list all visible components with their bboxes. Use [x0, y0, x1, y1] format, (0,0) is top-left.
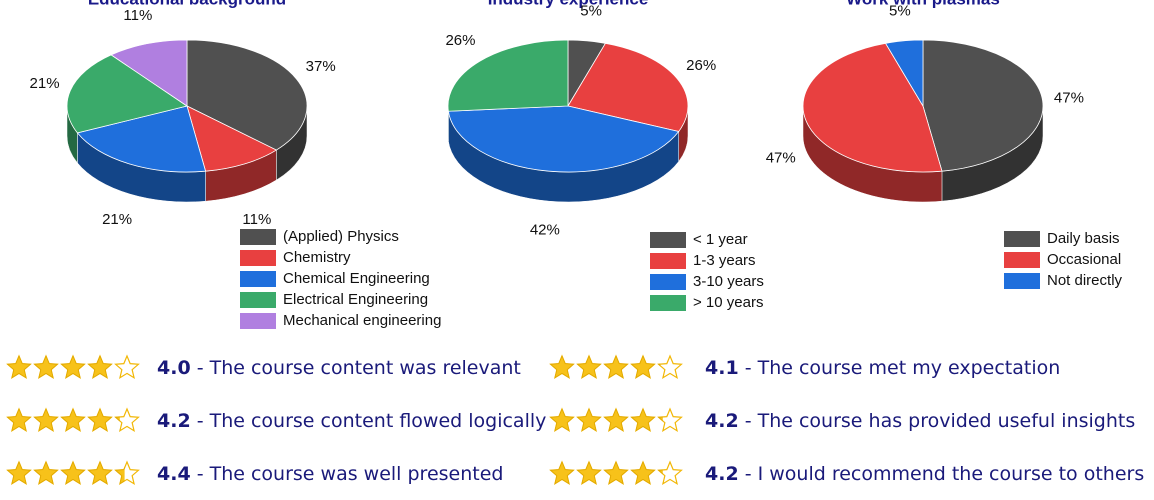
rating-text: 4.1 - The course met my expectation — [705, 357, 1060, 379]
legend-swatch — [650, 253, 686, 269]
chart-title: Educational background — [88, 0, 286, 8]
slice-label: 5% — [580, 2, 602, 19]
rating-score: 4.4 — [157, 463, 191, 485]
pie-slice — [567, 42, 689, 132]
slice-label: 26% — [686, 57, 716, 74]
legend-label: 3-10 years — [693, 273, 764, 290]
pie-slice — [186, 105, 278, 172]
pie-slice — [66, 54, 188, 134]
rating-text: 4.0 - The course content was relevant — [157, 357, 521, 379]
rating-statement: - The course content flowed logically — [191, 410, 547, 432]
pie-slice — [884, 39, 924, 108]
legend-label: > 10 years — [693, 294, 763, 311]
legend-swatch — [240, 292, 276, 308]
legend-label: Chemistry — [283, 249, 351, 266]
slice-label: 11% — [242, 211, 271, 228]
slice-label: 42% — [530, 221, 560, 238]
legend-swatch — [650, 232, 686, 248]
pie-slice — [922, 39, 1044, 172]
legend-label: (Applied) Physics — [283, 228, 399, 245]
slice-label: 47% — [1054, 89, 1084, 106]
star-rating — [549, 460, 683, 485]
rating-statement: - The course met my expectation — [739, 357, 1061, 379]
slice-label: 26% — [445, 32, 475, 49]
slice-label: 5% — [889, 2, 911, 19]
rating-score: 4.2 — [705, 463, 739, 485]
legend-swatch — [240, 271, 276, 287]
legend-label: Occasional — [1047, 251, 1121, 268]
star-rating — [549, 407, 683, 432]
legend-label: Mechanical engineering — [283, 312, 441, 329]
slice-label: 37% — [306, 58, 336, 75]
slice-label: 21% — [30, 75, 60, 92]
rating-score: 4.2 — [705, 410, 739, 432]
slice-label: 11% — [123, 7, 152, 24]
legend-swatch — [650, 274, 686, 290]
pie-slice — [447, 39, 569, 112]
rating-statement: - The course has provided useful insight… — [739, 410, 1136, 432]
star-rating — [6, 460, 140, 485]
legend-label: Not directly — [1047, 272, 1123, 289]
legend-label: Daily basis — [1047, 230, 1120, 247]
chart-title: Industry experience — [488, 0, 649, 8]
legend-label: < 1 year — [693, 231, 748, 248]
rating-score: 4.2 — [157, 410, 191, 432]
pie-slice — [802, 42, 943, 173]
legend-swatch — [240, 313, 276, 329]
pie-slice — [76, 105, 207, 173]
rating-score: 4.1 — [705, 357, 739, 379]
legend-swatch — [650, 295, 686, 311]
pie-slice — [110, 39, 188, 107]
legend-swatch — [1004, 252, 1040, 268]
star-rating — [6, 354, 140, 379]
pie-slice — [186, 39, 308, 151]
star-rating — [6, 407, 140, 432]
rating-text: 4.2 - I would recommend the course to ot… — [705, 463, 1144, 485]
legend-swatch — [240, 229, 276, 245]
rating-text: 4.2 - The course has provided useful ins… — [705, 410, 1135, 432]
rating-text: 4.4 - The course was well presented — [157, 463, 503, 485]
chart-title: Work with plasmas — [846, 0, 1000, 8]
legend-label: 1-3 years — [693, 252, 756, 269]
pie-slice — [447, 105, 680, 173]
slice-label: 21% — [102, 211, 132, 228]
rating-score: 4.0 — [157, 357, 191, 379]
legend-label: Electrical Engineering — [283, 291, 428, 308]
legend-label: Chemical Engineering — [283, 270, 430, 287]
slice-label: 47% — [766, 150, 796, 167]
rating-statement: - I would recommend the course to others — [739, 463, 1145, 485]
star-rating — [549, 354, 683, 379]
rating-statement: - The course was well presented — [191, 463, 504, 485]
legend-swatch — [240, 250, 276, 266]
rating-text: 4.2 - The course content flowed logicall… — [157, 410, 546, 432]
legend-swatch — [1004, 273, 1040, 289]
rating-statement: - The course content was relevant — [191, 357, 521, 379]
legend-swatch — [1004, 231, 1040, 247]
